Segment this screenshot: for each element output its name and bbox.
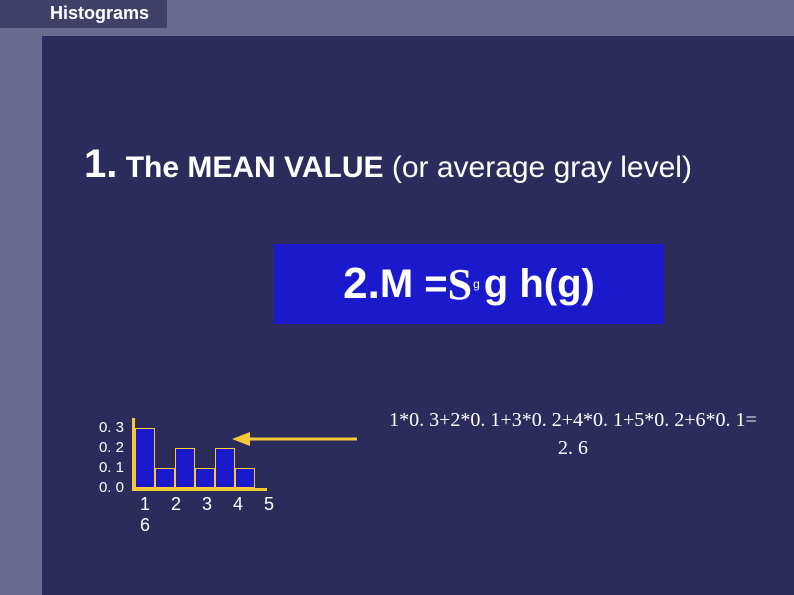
x-axis [132, 488, 267, 491]
sigma-subscript: g [473, 277, 480, 291]
heading-part1: The [126, 151, 188, 184]
formula-number: 2. [343, 259, 380, 309]
calculation-text: 1*0. 3+2*0. 1+3*0. 2+4*0. 1+5*0. 2+6*0. … [348, 406, 794, 462]
xtick-labels: 1 2 3 4 5 6 [140, 494, 298, 536]
histogram-bar [175, 448, 195, 488]
calc-line2: 2. 6 [558, 437, 588, 459]
side-bar [0, 36, 42, 595]
formula-lhs: M = [380, 262, 448, 307]
ytick-label: 0. 2 [98, 439, 124, 456]
heading-part2: (or average gray level) [392, 151, 692, 184]
histogram-bar [215, 448, 235, 488]
content-area: 1. The MEAN VALUE (or average gray level… [42, 36, 794, 595]
sigma-symbol: S [448, 259, 472, 310]
histogram-bar [135, 428, 155, 488]
ytick-label: 0. 1 [98, 459, 124, 476]
slide-title: Histograms [50, 3, 149, 23]
formula-box: 2. M = Sg g h(g) [274, 244, 664, 324]
ytick-label: 0. 0 [98, 479, 124, 496]
header-bar: Histograms [0, 0, 794, 36]
header-corner [0, 0, 42, 28]
histogram-bar [195, 468, 215, 488]
calc-line1: 1*0. 3+2*0. 1+3*0. 2+4*0. 1+5*0. 2+6*0. … [389, 409, 757, 431]
histogram-bar [155, 468, 175, 488]
heading-bold: MEAN VALUE [187, 151, 391, 184]
main-heading: 1. The MEAN VALUE (or average gray level… [84, 142, 692, 187]
heading-number: 1. [84, 142, 117, 186]
formula-rhs: g h(g) [484, 262, 595, 307]
histogram-bar [235, 468, 255, 488]
slide-title-box: Histograms [42, 0, 167, 28]
ytick-label: 0. 3 [98, 419, 124, 436]
arrow-icon [232, 429, 362, 449]
